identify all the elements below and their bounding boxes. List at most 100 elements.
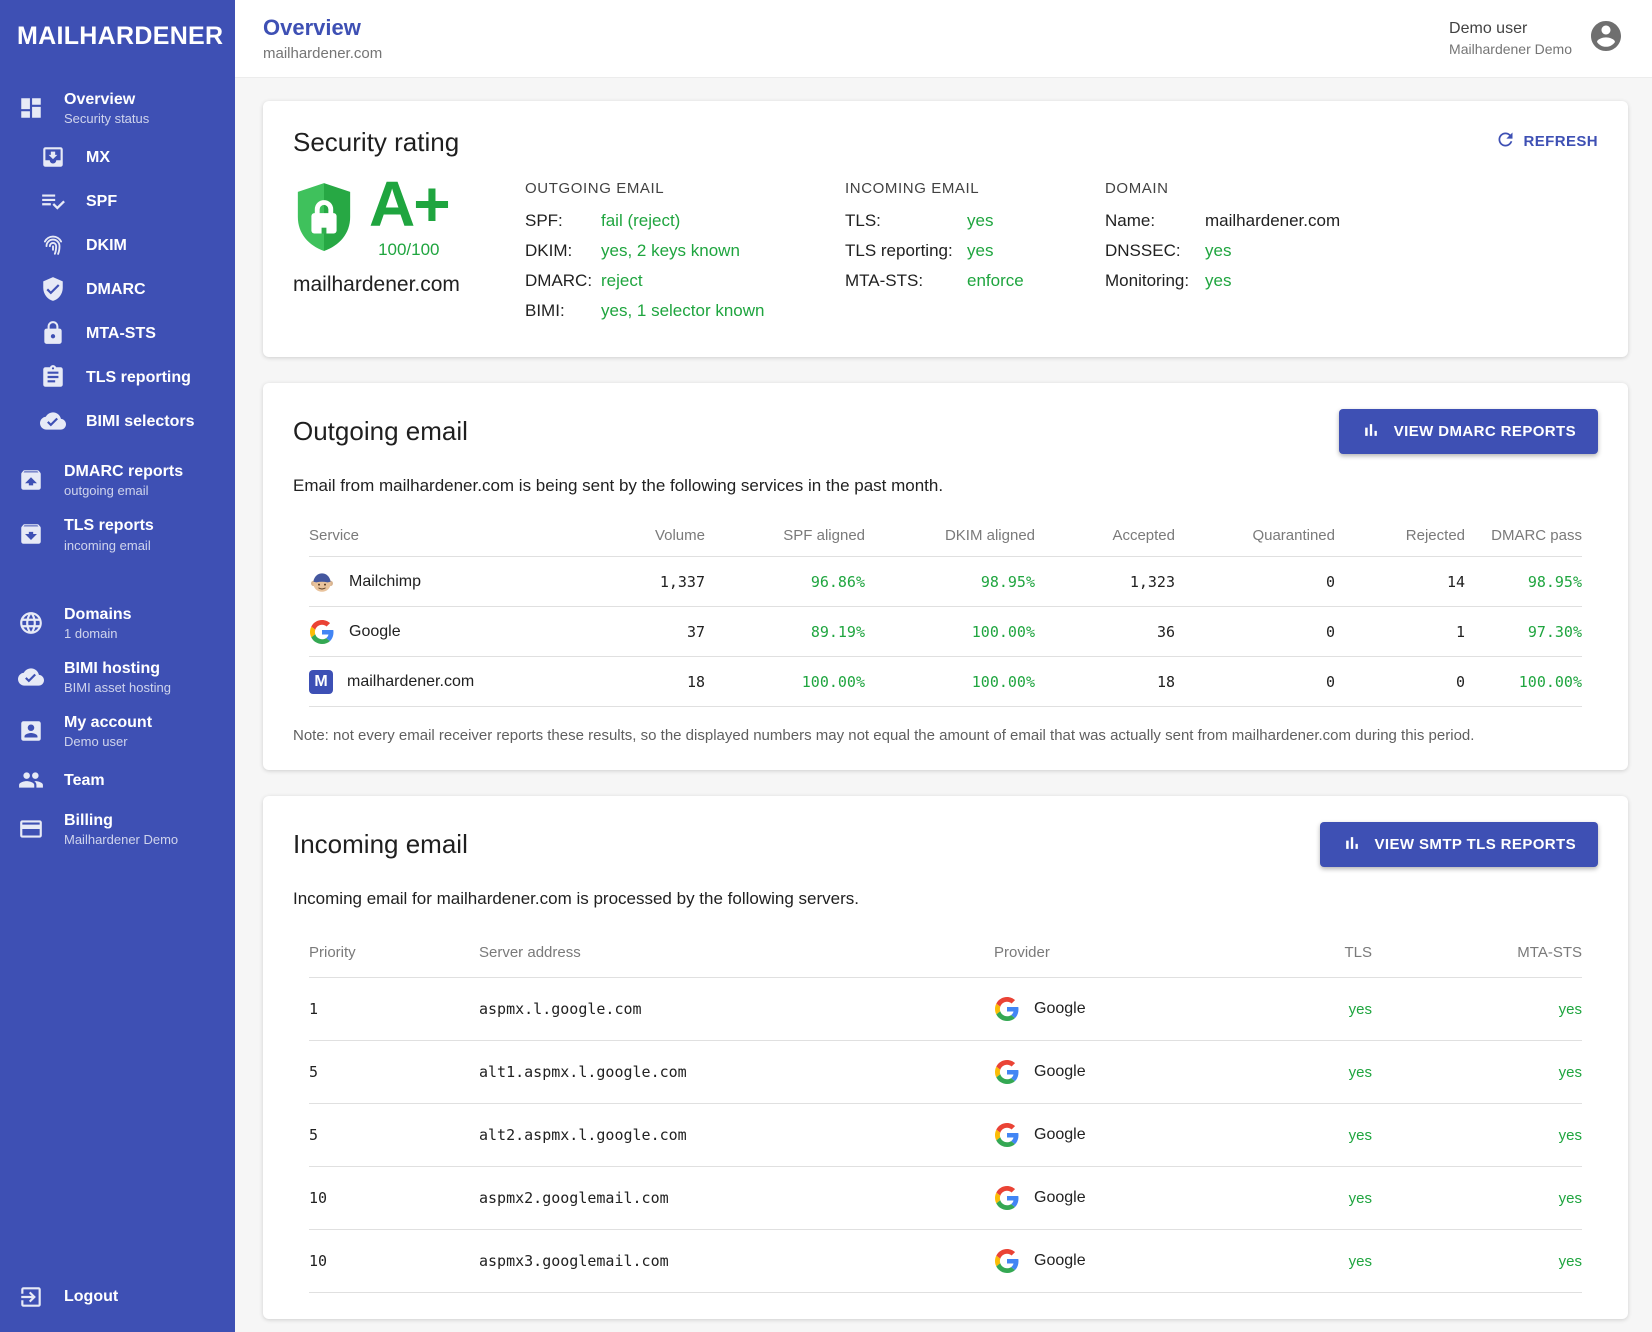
inbox-download-icon xyxy=(40,144,66,170)
sidebar-item-my-account[interactable]: My account Demo user xyxy=(0,704,235,758)
column-header: Accepted xyxy=(1112,526,1175,544)
spf-aligned-value: 96.86% xyxy=(810,572,865,591)
sidebar-item-bimi-selectors[interactable]: BIMI selectors xyxy=(0,399,235,443)
table-row: Mailchimp 1,337 96.86% 98.95% 1,323 0 14… xyxy=(309,556,1582,606)
sidebar-item-mx[interactable]: MX xyxy=(0,135,235,179)
server-address: aspmx2.googlemail.com xyxy=(479,1189,669,1207)
sidebar-item-dmarc[interactable]: DMARC xyxy=(0,267,235,311)
brand-logo: MAILHARDENER xyxy=(17,22,224,50)
sidebar: MAILHARDENER Overview Security status MX… xyxy=(0,0,235,1332)
google-icon xyxy=(994,996,1020,1022)
stat-label: TLS reporting: xyxy=(845,241,953,260)
incoming-email-card: Incoming email VIEW SMTP TLS REPORTS Inc… xyxy=(263,796,1628,1319)
sidebar-item-label: MX xyxy=(86,148,110,166)
outgoing-email-title: Outgoing email xyxy=(293,416,468,446)
main-content: Security rating REFRESH xyxy=(235,79,1652,1332)
priority-value: 10 xyxy=(309,1189,328,1207)
rating-domain: mailhardener.com xyxy=(293,273,460,296)
sidebar-item-billing[interactable]: Billing Mailhardener Demo xyxy=(0,802,235,856)
sidebar-item-tls-reporting[interactable]: TLS reporting xyxy=(0,355,235,399)
column-header: TLS xyxy=(1344,943,1372,961)
refresh-icon xyxy=(1495,129,1516,154)
outbox-icon xyxy=(18,467,44,493)
provider-name: Google xyxy=(1034,1126,1086,1143)
sidebar-item-mta-sts[interactable]: MTA-STS xyxy=(0,311,235,355)
shield-lock-icon xyxy=(293,180,355,261)
accepted-value: 18 xyxy=(1156,672,1175,691)
service-name: mailhardener.com xyxy=(347,672,475,690)
service-name: Mailchimp xyxy=(349,572,422,590)
dkim-aligned-value: 100.00% xyxy=(971,622,1035,641)
provider-name: Google xyxy=(1034,1000,1086,1017)
sidebar-item-label: Domains xyxy=(64,605,132,623)
column-header: MTA-STS xyxy=(1517,943,1582,961)
sidebar-item-sublabel: incoming email xyxy=(64,537,151,553)
tls-value: yes xyxy=(1348,1000,1372,1018)
security-score: 100/100 xyxy=(378,240,440,259)
column-header: SPF aligned xyxy=(783,526,865,544)
sidebar-item-tls-reports[interactable]: TLS reports incoming email xyxy=(0,507,235,561)
priority-value: 5 xyxy=(309,1126,319,1144)
mta-sts-value: yes xyxy=(1558,1252,1582,1270)
sidebar-item-bimi-hosting[interactable]: BIMI hosting BIMI asset hosting xyxy=(0,650,235,704)
sidebar-item-label: BIMI hosting xyxy=(64,659,160,677)
header-titles: Overview mailhardener.com xyxy=(263,15,382,62)
column-header: Provider xyxy=(994,943,1050,961)
mta-sts-value: yes xyxy=(1558,1063,1582,1081)
volume-value: 1,337 xyxy=(659,572,705,591)
sidebar-item-logout[interactable]: Logout xyxy=(0,1268,235,1332)
sidebar-item-overview[interactable]: Overview Security status xyxy=(0,81,235,135)
stat-value: yes, 1 selector known xyxy=(601,301,765,320)
sidebar-item-label: BIMI selectors xyxy=(86,412,195,430)
refresh-button[interactable]: REFRESH xyxy=(1495,129,1598,154)
clipboard-icon xyxy=(40,364,66,390)
dmarc-pass-value: 100.00% xyxy=(1518,672,1582,691)
provider-name: Google xyxy=(1034,1189,1086,1206)
mailchimp-icon xyxy=(309,569,335,595)
bar-chart-icon xyxy=(1342,833,1362,857)
stat-value: mailhardener.com xyxy=(1205,211,1341,230)
inbox-tray-icon xyxy=(18,521,44,547)
page-subtitle: mailhardener.com xyxy=(263,45,383,62)
view-smtp-tls-reports-button[interactable]: VIEW SMTP TLS REPORTS xyxy=(1319,822,1598,867)
table-row: 5 alt2.aspmx.l.google.com Google yes yes xyxy=(309,1103,1582,1166)
people-icon xyxy=(18,767,44,793)
priority-value: 5 xyxy=(309,1063,319,1081)
globe-icon xyxy=(18,610,44,636)
sidebar-item-spf[interactable]: SPF xyxy=(0,179,235,223)
priority-value: 10 xyxy=(309,1252,328,1270)
stat-value: yes, 2 keys known xyxy=(601,241,740,260)
stat-label: Name: xyxy=(1105,211,1156,230)
sidebar-item-domains[interactable]: Domains 1 domain xyxy=(0,596,235,650)
quarantined-value: 0 xyxy=(1325,672,1335,691)
server-address: aspmx3.googlemail.com xyxy=(479,1252,669,1270)
view-smtp-tls-reports-label: VIEW SMTP TLS REPORTS xyxy=(1374,836,1576,853)
view-dmarc-reports-button[interactable]: VIEW DMARC REPORTS xyxy=(1338,409,1598,454)
table-header-row: Service Volume SPF aligned DKIM aligned … xyxy=(309,514,1582,556)
incoming-email-column: INCOMING EMAIL TLS: yes TLS reporting: yes… xyxy=(845,180,1105,331)
mta-sts-value: yes xyxy=(1558,1000,1582,1018)
stat-label: TLS: xyxy=(845,211,881,230)
google-icon xyxy=(994,1059,1020,1085)
user-menu[interactable]: Demo user Mailhardener Demo xyxy=(1449,18,1624,59)
column-header: Rejected xyxy=(1405,526,1465,544)
column-header: Volume xyxy=(654,526,705,544)
account-circle-icon[interactable] xyxy=(1588,18,1624,59)
rating-summary: A+ 100/100 mailhardener.com xyxy=(293,172,525,331)
column-heading: INCOMING EMAIL xyxy=(845,180,980,197)
tls-value: yes xyxy=(1348,1189,1372,1207)
sidebar-item-team[interactable]: Team xyxy=(0,758,235,802)
stat-label: BIMI: xyxy=(525,301,565,320)
sidebar-item-dkim[interactable]: DKIM xyxy=(0,223,235,267)
logout-icon xyxy=(18,1284,44,1310)
google-icon xyxy=(994,1122,1020,1148)
table-row: 10 aspmx2.googlemail.com Google yes yes xyxy=(309,1166,1582,1229)
sidebar-item-label: Overview xyxy=(64,91,136,108)
sidebar-item-dmarc-reports[interactable]: DMARC reports outgoing email xyxy=(0,453,235,507)
column-header: DKIM aligned xyxy=(944,526,1035,544)
quarantined-value: 0 xyxy=(1325,572,1335,591)
page-title: Overview xyxy=(263,15,361,40)
volume-value: 18 xyxy=(686,672,705,691)
sidebar-item-label: Logout xyxy=(64,1288,119,1306)
tls-value: yes xyxy=(1348,1126,1372,1144)
